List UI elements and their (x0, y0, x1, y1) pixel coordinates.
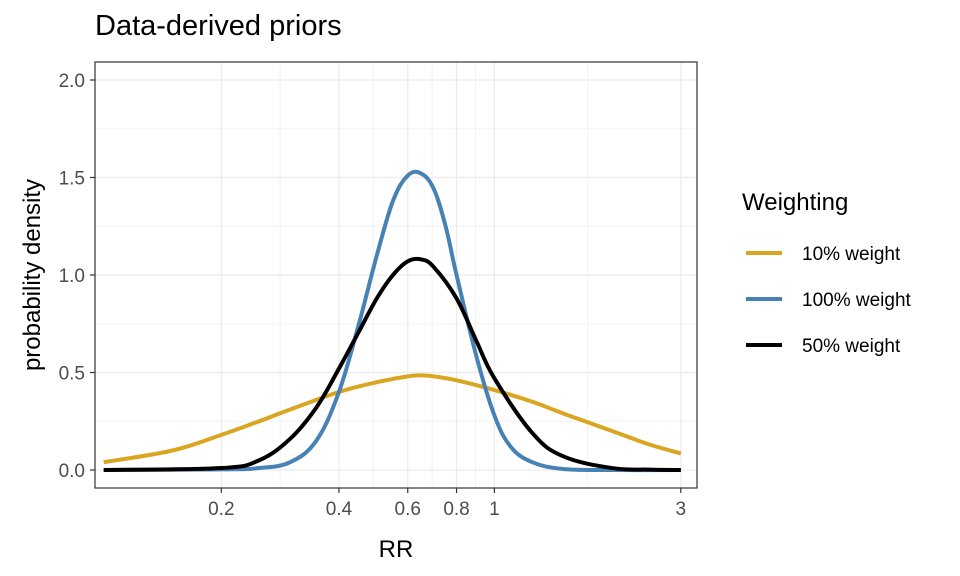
x-tick-label: 1 (489, 499, 500, 520)
x-tick-label: 0.6 (395, 499, 421, 520)
y-tick-label: 2.0 (59, 71, 85, 92)
grid-major (95, 62, 697, 488)
y-tick-label: 1.5 (59, 169, 85, 190)
series-line-2 (103, 256, 681, 472)
series-layer (103, 169, 682, 473)
x-tick-label: 0.4 (326, 499, 353, 520)
legend-label-0: 10% weight (802, 244, 901, 265)
x-tick-label: 0.8 (443, 499, 469, 520)
series-line-1 (103, 169, 681, 473)
x-tick-label: 3 (676, 499, 687, 520)
x-tick-label: 0.2 (208, 499, 234, 520)
x-axis-ticks: 0.2 0.4 0.6 0.8 1 3 (208, 488, 686, 520)
series-line-0 (103, 373, 682, 465)
legend-label-2: 50% weight (802, 336, 901, 357)
y-tick-label: 0.5 (59, 364, 85, 385)
legend: 10% weight 100% weight 50% weight (746, 244, 912, 357)
y-axis-ticks: 0.0 0.5 1.0 1.5 2.0 (59, 71, 95, 482)
x-axis-title: RR (379, 536, 414, 563)
legend-label-1: 100% weight (802, 290, 912, 311)
legend-title: Weighting (742, 189, 848, 216)
chart-title: Data-derived priors (95, 10, 342, 42)
y-axis-title: probability density (19, 179, 46, 371)
y-tick-label: 1.0 (59, 266, 85, 287)
y-tick-label: 0.0 (59, 461, 85, 482)
